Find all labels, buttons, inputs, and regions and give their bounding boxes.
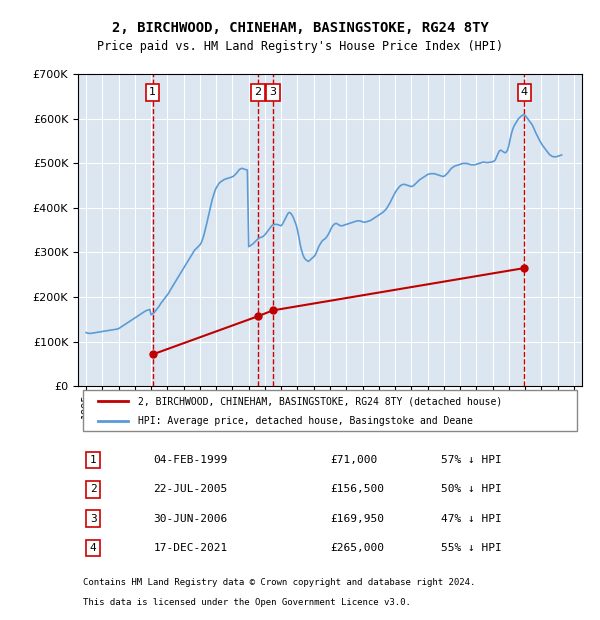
Text: 3: 3 <box>90 513 97 524</box>
FancyBboxPatch shape <box>83 391 577 432</box>
Text: 4: 4 <box>90 543 97 553</box>
Text: £71,000: £71,000 <box>330 455 377 465</box>
Text: Contains HM Land Registry data © Crown copyright and database right 2024.: Contains HM Land Registry data © Crown c… <box>83 578 475 587</box>
Text: 2: 2 <box>254 87 261 97</box>
Text: 4: 4 <box>521 87 528 97</box>
Text: 04-FEB-1999: 04-FEB-1999 <box>154 455 228 465</box>
Text: HPI: Average price, detached house, Basingstoke and Deane: HPI: Average price, detached house, Basi… <box>139 416 473 426</box>
Text: This data is licensed under the Open Government Licence v3.0.: This data is licensed under the Open Gov… <box>83 598 411 607</box>
Text: 22-JUL-2005: 22-JUL-2005 <box>154 484 228 494</box>
Text: 30-JUN-2006: 30-JUN-2006 <box>154 513 228 524</box>
Text: £156,500: £156,500 <box>330 484 384 494</box>
Text: 2, BIRCHWOOD, CHINEHAM, BASINGSTOKE, RG24 8TY: 2, BIRCHWOOD, CHINEHAM, BASINGSTOKE, RG2… <box>112 21 488 35</box>
Text: £265,000: £265,000 <box>330 543 384 553</box>
Text: 55% ↓ HPI: 55% ↓ HPI <box>441 543 502 553</box>
Text: 1: 1 <box>149 87 156 97</box>
Text: 2: 2 <box>90 484 97 494</box>
Text: £169,950: £169,950 <box>330 513 384 524</box>
Text: 57% ↓ HPI: 57% ↓ HPI <box>441 455 502 465</box>
Text: 50% ↓ HPI: 50% ↓ HPI <box>441 484 502 494</box>
Text: 47% ↓ HPI: 47% ↓ HPI <box>441 513 502 524</box>
Text: 17-DEC-2021: 17-DEC-2021 <box>154 543 228 553</box>
Text: 1: 1 <box>90 455 97 465</box>
Text: Price paid vs. HM Land Registry's House Price Index (HPI): Price paid vs. HM Land Registry's House … <box>97 40 503 53</box>
Text: 3: 3 <box>269 87 277 97</box>
Text: 2, BIRCHWOOD, CHINEHAM, BASINGSTOKE, RG24 8TY (detached house): 2, BIRCHWOOD, CHINEHAM, BASINGSTOKE, RG2… <box>139 396 503 406</box>
